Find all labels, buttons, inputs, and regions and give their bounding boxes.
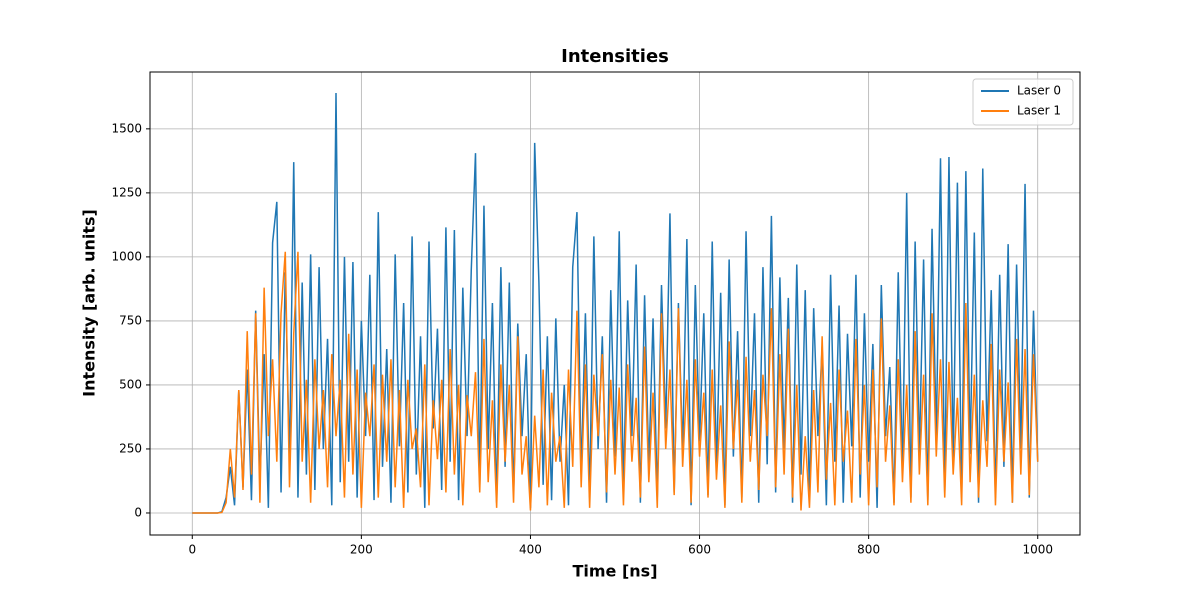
x-tick-label: 1000 xyxy=(1022,543,1053,557)
y-tick-label: 750 xyxy=(119,313,142,327)
x-tick-label: 800 xyxy=(857,543,880,557)
y-tick-label: 250 xyxy=(119,441,142,455)
x-tick-label: 0 xyxy=(188,543,196,557)
data-line xyxy=(192,251,1039,514)
y-axis-label: Intensity [arb. units] xyxy=(80,209,99,397)
legend-label: Laser 0 xyxy=(1017,84,1061,98)
x-tick-label: 600 xyxy=(688,543,711,557)
y-tick-label: 1250 xyxy=(111,185,142,199)
chart-title: Intensities xyxy=(561,46,669,67)
x-axis-label: Time [ns] xyxy=(572,562,657,581)
legend-label: Laser 1 xyxy=(1017,104,1061,118)
y-tick-label: 1500 xyxy=(111,121,142,135)
x-tick-label: 400 xyxy=(519,543,542,557)
plot-frame xyxy=(149,71,1081,536)
y-tick-label: 500 xyxy=(119,377,142,391)
y-tick-label: 0 xyxy=(134,505,142,519)
x-tick-label: 200 xyxy=(350,543,373,557)
data-line xyxy=(192,92,1039,514)
y-tick-label: 1000 xyxy=(111,249,142,263)
